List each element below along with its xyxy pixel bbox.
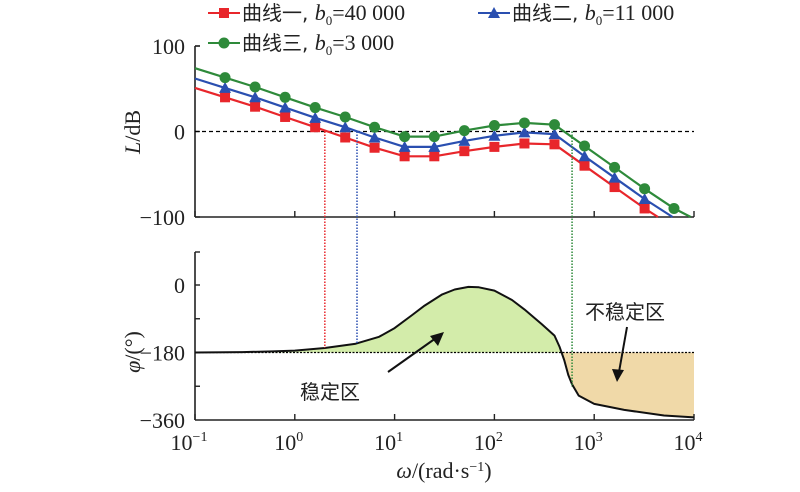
marker-triangle [638,193,651,205]
marker-circle [369,121,381,133]
marker-triangle [458,134,471,146]
marker-triangle [339,121,352,133]
marker-circle [639,183,651,195]
marker-triangle [488,129,501,141]
marker-square [579,160,590,171]
legend-entry-2: 曲线二, b0=11 000 [478,0,674,28]
marker-square [250,101,261,112]
marker-circle [668,202,680,214]
marker-square [609,182,620,193]
marker-square [399,151,410,162]
marker-circle [609,161,621,173]
y-tick-label: −180 [140,341,185,366]
legend-label: 曲线三, b0=3 000 [242,30,394,58]
magnitude-panel: 100 0 −100 L/dB [120,34,695,230]
marker-square [340,132,351,143]
marker-circle [219,72,231,84]
marker-square [310,122,321,133]
marker-circle [279,91,291,103]
stable-arrow-head-icon [430,332,444,346]
legend-entry-1: 曲线一, b0=40 000 [208,0,405,28]
phase-lines [194,285,695,419]
marker-square [280,111,291,122]
marker-triangle [578,150,591,162]
marker-circle [458,125,470,137]
marker-circle [428,131,440,143]
y-axis-title-phase: φ/(°) [120,331,145,373]
marker-triangle [548,128,561,140]
marker-circle [309,102,321,114]
marker-square [549,139,560,150]
legend-label: 曲线一, b0=40 000 [242,0,405,28]
legend-marker-circle [218,37,230,49]
marker-circle [518,117,530,129]
x-tick-label: 104 [674,430,703,455]
magnitude-axes: 100 0 −100 [140,34,695,230]
stable-region-label: 稳定区 [300,380,360,404]
crossover-lines [324,131,573,387]
y-axis-title-magnitude: L/dB [120,110,145,155]
unstable-arrow-head-icon [612,369,624,382]
x-axis-title: ω/(rad·s−1) [396,458,491,483]
y-tick-label: 0 [174,273,185,298]
x-tick-label: 100 [274,430,303,455]
x-tick-label: 102 [474,430,503,455]
marker-circle [399,131,411,143]
marker-circle [579,140,591,152]
marker-square [429,151,440,162]
marker-triangle [428,140,441,152]
legend-marker-triangle [488,7,500,18]
series-line-3 [194,67,692,218]
y-tick-label: −360 [140,408,185,433]
unstable-region-label: 不稳定区 [585,300,665,324]
marker-circle [548,119,560,131]
marker-triangle [368,131,381,143]
legend-marker-square [219,8,229,18]
marker-square [639,203,650,214]
marker-circle [249,81,261,93]
x-tick-label: 101 [374,430,403,455]
marker-triangle [279,101,292,113]
unstable-arrow-shaft [618,326,628,373]
legend: 曲线一, b0=40 000 曲线二, b0=11 000 曲线三, b0=3 00… [208,0,674,58]
marker-square [519,138,530,149]
y-tick-label: 0 [174,120,185,145]
annotations: 稳定区 不稳定区 [300,300,665,404]
marker-triangle [398,140,411,152]
marker-circle [488,120,500,132]
phase-regions [195,286,694,418]
marker-square [459,146,470,157]
marker-triangle [518,126,531,138]
marker-triangle [219,81,232,93]
marker-square [369,142,380,153]
x-tick-label: 103 [574,430,603,455]
marker-triangle [249,91,262,103]
stable-region-fill [195,286,562,353]
marker-square [220,92,231,103]
marker-circle [339,111,351,123]
magnitude-lines [194,67,692,218]
marker-square [489,141,500,152]
legend-label: 曲线二, b0=11 000 [512,0,674,28]
unstable-region-fill [561,352,694,418]
stable-arrow-shaft [387,337,437,373]
phase-curve [194,285,695,419]
marker-triangle [608,171,621,183]
y-tick-label: −100 [140,205,185,230]
legend-entry-3: 曲线三, b0=3 000 [208,30,394,58]
y-tick-label: 100 [152,34,185,59]
series-line-1 [194,86,659,218]
marker-triangle [309,111,322,123]
x-tick-label: 10−1 [171,430,208,455]
